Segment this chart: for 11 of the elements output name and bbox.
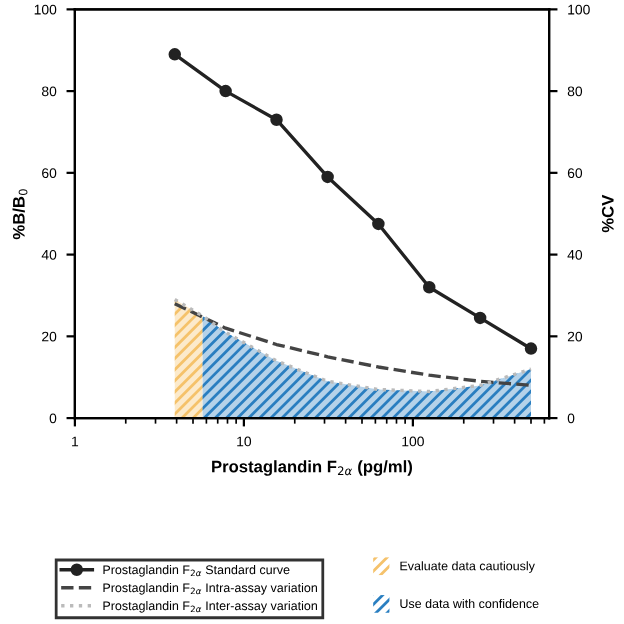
point <box>423 281 436 294</box>
point <box>168 48 182 61</box>
point <box>321 170 334 184</box>
point <box>270 113 283 126</box>
point <box>219 84 232 98</box>
point <box>372 217 385 231</box>
x-axis-title: Prostaglandin F$_{2α}$ (pg/ml) <box>212 460 413 476</box>
point <box>524 342 538 355</box>
y-axis-title: %B/B$_{0}$ <box>12 189 28 240</box>
y2-axis-title: %CV <box>601 194 614 233</box>
point <box>473 311 487 325</box>
